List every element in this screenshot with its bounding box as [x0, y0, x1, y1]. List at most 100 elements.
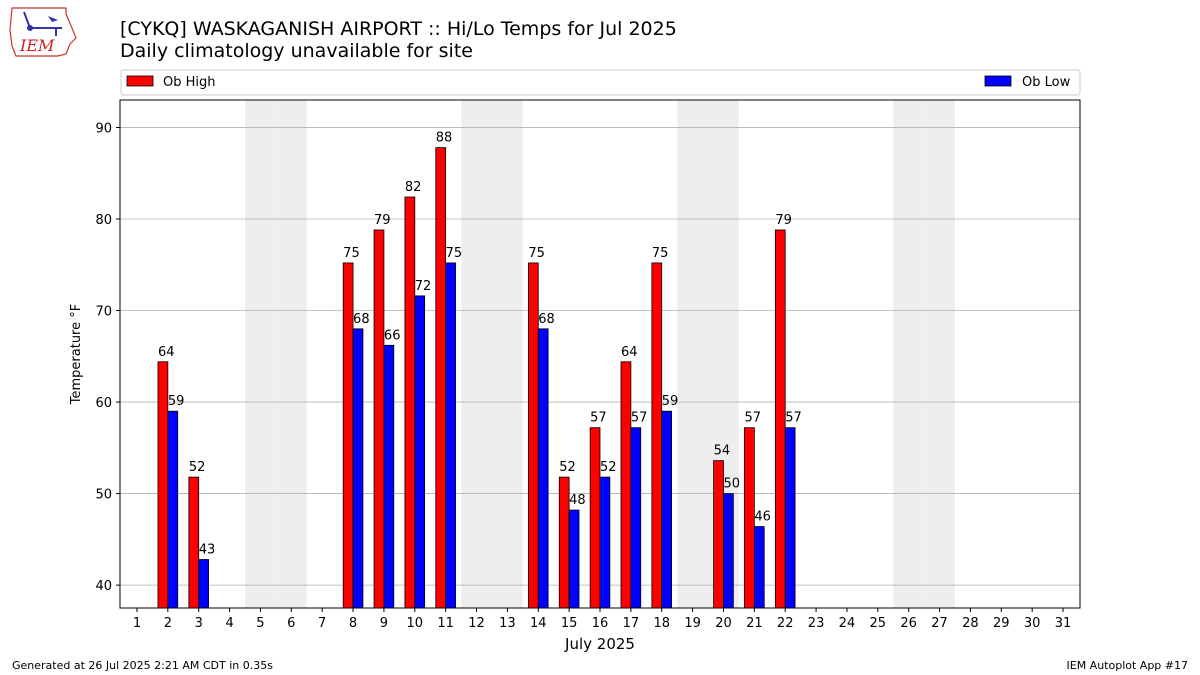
bar-high	[527, 262, 539, 609]
y-tick-label: 60	[95, 396, 112, 411]
weekend-band	[677, 100, 709, 608]
x-tick-label: 19	[684, 616, 701, 631]
chart-title: [CYKQ] WASKAGANISH AIRPORT :: Hi/Lo Temp…	[120, 18, 677, 40]
bar-label-high: 79	[775, 213, 792, 228]
x-tick-label: 28	[962, 616, 979, 631]
y-tick-label: 70	[95, 305, 112, 320]
bar-low	[383, 344, 395, 609]
x-tick-label: 10	[407, 616, 424, 631]
x-tick-label: 11	[437, 616, 454, 631]
x-tick-label: 27	[931, 616, 948, 631]
bar-low	[198, 559, 209, 609]
y-tick-label: 90	[95, 121, 112, 136]
x-tick-label: 8	[349, 616, 357, 631]
bar-label-high: 75	[343, 246, 360, 261]
svg-text:IEM: IEM	[19, 36, 55, 55]
bar-high	[651, 262, 663, 609]
bar-label-low: 46	[754, 510, 771, 525]
bar-label-high: 88	[436, 131, 453, 146]
x-tick-label: 3	[195, 616, 203, 631]
weekend-bands	[245, 100, 955, 608]
x-tick-label: 22	[777, 616, 794, 631]
bar-high	[744, 427, 755, 609]
x-tick-label: 4	[225, 616, 233, 631]
bar-high	[342, 262, 354, 609]
bar-label-low: 59	[662, 394, 679, 409]
y-axis: 40 50 60 70 80 90	[95, 121, 120, 594]
y-tick-label: 80	[95, 213, 112, 228]
bar-high	[157, 361, 169, 609]
bar-high	[713, 460, 724, 609]
x-tick-label: 23	[808, 616, 825, 631]
x-tick-label: 12	[468, 616, 485, 631]
x-tick-label: 18	[653, 616, 670, 631]
bar-low	[167, 410, 179, 609]
weekend-band	[461, 100, 492, 608]
bar-low	[753, 526, 765, 609]
x-tick-label: 21	[746, 616, 763, 631]
bar-label-low: 43	[199, 542, 216, 557]
weekend-band	[245, 100, 276, 608]
x-tick-label: 1	[133, 616, 141, 631]
bar-label-low: 68	[353, 312, 370, 327]
bar-label-high: 52	[189, 460, 206, 475]
bar-high	[435, 147, 447, 609]
bar-label-low: 75	[446, 246, 463, 261]
bar-high	[558, 476, 570, 609]
x-tick-label: 9	[380, 616, 388, 631]
bar-label-low: 72	[415, 279, 432, 294]
legend-low-label: Ob Low	[1022, 75, 1071, 90]
bar-label-low: 57	[631, 411, 648, 426]
bar-low	[599, 476, 611, 609]
bar-low	[661, 410, 673, 609]
bar-label-low: 57	[785, 411, 802, 426]
bar-label-high: 75	[528, 246, 545, 261]
bar-label-high: 64	[158, 345, 175, 360]
x-tick-label: 13	[499, 616, 516, 631]
x-tick-label: 6	[287, 616, 295, 631]
bar-low	[723, 493, 734, 609]
bar-label-high: 75	[652, 246, 669, 261]
x-tick-label: 25	[870, 616, 887, 631]
x-tick-label: 24	[839, 616, 856, 631]
x-axis: 1 2 3 4 5 6 7 8 9 10 11 12 13 14 15 16 17 18 19 20 21 22 23 24 2…	[133, 608, 1071, 631]
x-tick-label: 26	[900, 616, 917, 631]
bar-low	[630, 427, 642, 609]
x-tick-label: 29	[993, 616, 1010, 631]
y-tick-label: 40	[95, 579, 112, 594]
x-axis-title: July 2025	[564, 635, 635, 653]
bar-label-low: 48	[569, 493, 586, 508]
chart-subtitle: Daily climatology unavailable for site	[120, 40, 473, 62]
legend-high-swatch	[126, 75, 154, 87]
bar-label-low: 52	[600, 460, 617, 475]
x-tick-label: 17	[623, 616, 640, 631]
bar-label-high: 82	[405, 180, 422, 195]
bar-low	[537, 328, 549, 609]
bar-high	[373, 229, 385, 609]
bar-labels: 64 52 75 79 82 88 75 52 57 64 75 54 57 79 59 43 68 66 72 75…	[158, 131, 802, 558]
bar-label-low: 50	[723, 477, 740, 492]
iem-logo: IEM	[9, 7, 77, 57]
bar-label-high: 57	[744, 411, 761, 426]
bar-label-low: 59	[168, 394, 185, 409]
bar-low	[784, 427, 796, 609]
x-tick-label: 5	[256, 616, 264, 631]
bar-high	[188, 476, 200, 609]
weekend-band	[491, 100, 523, 608]
bar-label-high: 64	[621, 345, 638, 360]
x-tick-label: 30	[1024, 616, 1041, 631]
bar-low	[352, 328, 364, 609]
bar-low	[414, 295, 426, 609]
x-tick-label: 20	[715, 616, 732, 631]
bar-high	[589, 427, 601, 609]
x-tick-label: 7	[318, 616, 326, 631]
x-tick-label: 16	[592, 616, 609, 631]
bar-label-high: 54	[714, 444, 731, 459]
weekend-band	[275, 100, 307, 608]
legend-high-label: Ob High	[163, 75, 216, 90]
x-tick-label: 15	[561, 616, 578, 631]
x-tick-label: 14	[530, 616, 547, 631]
bar-label-low: 66	[384, 328, 401, 343]
x-tick-label: 31	[1055, 616, 1072, 631]
